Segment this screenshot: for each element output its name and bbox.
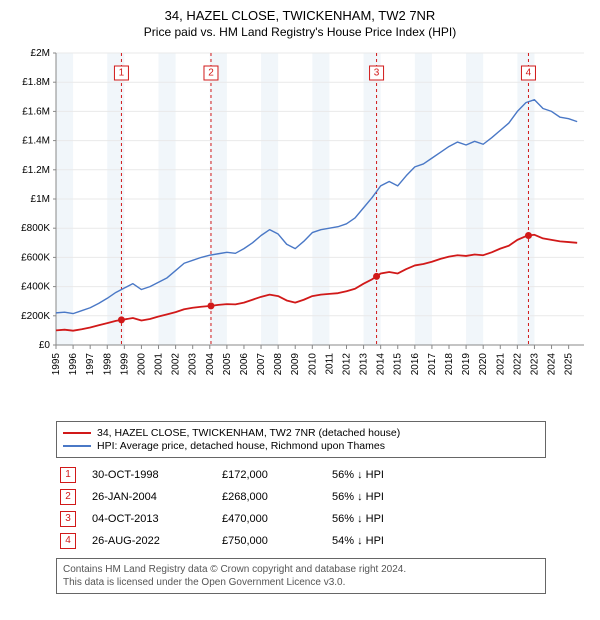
svg-text:£1M: £1M [31, 194, 50, 205]
event-delta: 56% ↓ HPI [328, 508, 546, 530]
svg-text:1997: 1997 [85, 353, 96, 376]
events-table: 1 30-OCT-1998£172,00056% ↓ HPI 2 26-JAN-200… [56, 464, 546, 552]
svg-text:2014: 2014 [376, 353, 387, 376]
svg-text:£1.2M: £1.2M [22, 165, 50, 176]
svg-text:2007: 2007 [256, 353, 267, 376]
svg-text:1998: 1998 [102, 353, 113, 376]
svg-text:2020: 2020 [478, 353, 489, 376]
legend-swatch [63, 445, 91, 447]
svg-text:£1.6M: £1.6M [22, 106, 50, 117]
event-delta: 56% ↓ HPI [328, 464, 546, 486]
legend-row: HPI: Average price, detached house, Rich… [63, 440, 539, 452]
svg-text:2011: 2011 [324, 353, 335, 375]
svg-text:£200K: £200K [21, 311, 50, 322]
svg-text:3: 3 [374, 68, 380, 79]
svg-text:2016: 2016 [410, 353, 421, 376]
svg-text:2021: 2021 [495, 353, 506, 376]
svg-text:2018: 2018 [444, 353, 455, 376]
svg-text:£2M: £2M [31, 48, 50, 59]
svg-text:2002: 2002 [171, 353, 182, 376]
event-price: £470,000 [218, 508, 328, 530]
event-delta: 54% ↓ HPI [328, 530, 546, 552]
svg-text:2022: 2022 [512, 353, 523, 376]
svg-text:2015: 2015 [393, 353, 404, 376]
event-price: £268,000 [218, 486, 328, 508]
legend: 34, HAZEL CLOSE, TWICKENHAM, TW2 7NR (de… [56, 421, 546, 458]
event-date: 04-OCT-2013 [88, 508, 218, 530]
event-row: 3 04-OCT-2013£470,00056% ↓ HPI [56, 508, 546, 530]
svg-text:2004: 2004 [205, 353, 216, 376]
svg-text:£600K: £600K [21, 252, 50, 263]
svg-text:2013: 2013 [359, 353, 370, 376]
event-marker: 3 [60, 511, 76, 527]
svg-text:2019: 2019 [461, 353, 472, 376]
svg-text:2023: 2023 [529, 353, 540, 376]
legend-label: HPI: Average price, detached house, Rich… [97, 440, 385, 452]
svg-text:1: 1 [119, 68, 125, 79]
svg-text:2024: 2024 [547, 353, 558, 376]
svg-text:2025: 2025 [564, 353, 575, 376]
chart-subtitle: Price paid vs. HM Land Registry's House … [8, 25, 592, 39]
event-marker: 1 [60, 467, 76, 483]
event-row: 4 26-AUG-2022£750,00054% ↓ HPI [56, 530, 546, 552]
footer-line2: This data is licensed under the Open Gov… [63, 576, 539, 589]
svg-text:£1.8M: £1.8M [22, 77, 50, 88]
event-delta: 56% ↓ HPI [328, 486, 546, 508]
event-row: 1 30-OCT-1998£172,00056% ↓ HPI [56, 464, 546, 486]
svg-text:4: 4 [526, 68, 532, 79]
svg-text:2003: 2003 [188, 353, 199, 376]
svg-text:2: 2 [208, 68, 214, 79]
svg-text:2012: 2012 [341, 353, 352, 376]
event-row: 2 26-JAN-2004£268,00056% ↓ HPI [56, 486, 546, 508]
svg-text:2001: 2001 [154, 353, 165, 376]
event-marker: 4 [60, 533, 76, 549]
svg-text:£0: £0 [39, 340, 51, 351]
event-date: 30-OCT-1998 [88, 464, 218, 486]
footer-line1: Contains HM Land Registry data © Crown c… [63, 563, 539, 576]
svg-text:2008: 2008 [273, 353, 284, 376]
svg-text:2009: 2009 [290, 353, 301, 376]
svg-text:1995: 1995 [51, 353, 62, 376]
event-date: 26-JAN-2004 [88, 486, 218, 508]
svg-text:2006: 2006 [239, 353, 250, 376]
event-price: £172,000 [218, 464, 328, 486]
legend-row: 34, HAZEL CLOSE, TWICKENHAM, TW2 7NR (de… [63, 427, 539, 439]
svg-text:2005: 2005 [222, 353, 233, 376]
svg-text:2000: 2000 [136, 353, 147, 376]
legend-label: 34, HAZEL CLOSE, TWICKENHAM, TW2 7NR (de… [97, 427, 400, 439]
svg-text:£400K: £400K [21, 282, 50, 293]
svg-text:2010: 2010 [307, 353, 318, 376]
chart-title: 34, HAZEL CLOSE, TWICKENHAM, TW2 7NR [8, 8, 592, 23]
chart-svg: £0 £200K £400K £600K £800K £1M £1.2M £1.4M £1.6M… [8, 45, 592, 415]
svg-text:£800K: £800K [21, 223, 50, 234]
event-date: 26-AUG-2022 [88, 530, 218, 552]
svg-text:2017: 2017 [427, 353, 438, 376]
event-price: £750,000 [218, 530, 328, 552]
svg-text:1999: 1999 [119, 353, 130, 376]
footer: Contains HM Land Registry data © Crown c… [56, 558, 546, 594]
svg-text:£1.4M: £1.4M [22, 136, 50, 147]
event-marker: 2 [60, 489, 76, 505]
chart-area: £0 £200K £400K £600K £800K £1M £1.2M £1.4M £1.6M… [8, 45, 592, 415]
svg-text:1996: 1996 [68, 353, 79, 376]
legend-swatch [63, 432, 91, 434]
